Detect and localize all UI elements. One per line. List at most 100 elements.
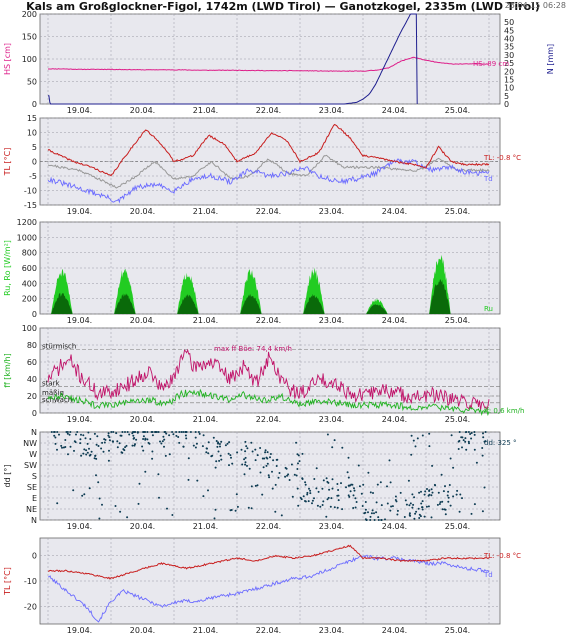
dd-point bbox=[142, 438, 145, 440]
dd-point bbox=[464, 440, 467, 443]
snow-annotation: HS: 89 cm bbox=[473, 60, 509, 68]
dd-point bbox=[473, 431, 476, 433]
rad-date-label: 21.04. bbox=[193, 316, 218, 325]
dd-point bbox=[410, 434, 413, 437]
dd-point bbox=[439, 501, 442, 504]
dd-point bbox=[114, 505, 117, 507]
dd-point bbox=[293, 473, 296, 476]
dd-point bbox=[61, 446, 63, 449]
dd-point bbox=[391, 505, 394, 508]
dd-point bbox=[122, 448, 125, 451]
snow-date-label: 25.04. bbox=[445, 106, 470, 115]
snow-y2-tick: 50 bbox=[504, 18, 514, 27]
dd-point bbox=[423, 515, 426, 518]
temp-y-tick: 0 bbox=[32, 158, 37, 167]
dd-point bbox=[107, 434, 110, 437]
snow-date-label: 24.04. bbox=[382, 106, 407, 115]
dd-point bbox=[83, 448, 86, 451]
dd-point bbox=[244, 440, 247, 443]
dd-point bbox=[347, 494, 350, 497]
dd-point bbox=[353, 487, 355, 490]
series-gust bbox=[47, 348, 490, 411]
dd-point bbox=[455, 493, 458, 496]
rad-y-tick: 0 bbox=[32, 310, 37, 319]
dd-point bbox=[72, 489, 75, 492]
dd-point bbox=[236, 451, 239, 454]
snow-y2-tick: 45 bbox=[504, 26, 514, 35]
dd-point bbox=[361, 505, 364, 507]
dd-point bbox=[115, 432, 118, 435]
snow-y-tick: 100 bbox=[22, 55, 37, 64]
dd-point bbox=[172, 433, 175, 436]
dd-point bbox=[412, 503, 415, 506]
dd-point bbox=[340, 482, 342, 485]
dd-point bbox=[424, 490, 427, 493]
dd-point bbox=[274, 510, 277, 513]
dd-point bbox=[228, 441, 231, 444]
dd-point bbox=[187, 478, 190, 481]
series-hs bbox=[48, 56, 490, 72]
temp2-annotation-tl: TL: -0.8 °C bbox=[483, 552, 521, 560]
dd-point bbox=[69, 445, 72, 448]
dd-point bbox=[217, 441, 220, 444]
dd-point bbox=[244, 456, 247, 459]
dir-y-tick: W bbox=[29, 450, 37, 459]
dd-point bbox=[296, 487, 299, 490]
series-td bbox=[47, 158, 490, 204]
dd-point bbox=[396, 509, 399, 512]
dd-point bbox=[108, 439, 111, 442]
rad-y-tick: 600 bbox=[22, 264, 37, 273]
dd-point bbox=[372, 492, 374, 494]
dd-point bbox=[389, 509, 392, 512]
snow-y-tick: 0 bbox=[32, 100, 37, 109]
dd-point bbox=[241, 463, 244, 466]
dd-point bbox=[102, 450, 105, 453]
rad-date-label: 25.04. bbox=[445, 316, 470, 325]
snow-y2-tick: 20 bbox=[504, 67, 514, 76]
dd-point bbox=[144, 431, 147, 433]
dd-point bbox=[284, 475, 287, 478]
dd-point bbox=[297, 504, 300, 507]
dd-point bbox=[427, 505, 430, 508]
dd-point bbox=[316, 504, 319, 507]
dd-point bbox=[306, 491, 309, 494]
dd-point bbox=[464, 437, 467, 440]
dd-point bbox=[362, 483, 365, 486]
dd-point bbox=[201, 445, 204, 448]
dd-point bbox=[470, 437, 473, 440]
temp2-annotation-td: Td bbox=[483, 571, 493, 579]
dd-point bbox=[459, 493, 462, 496]
dd-point bbox=[131, 444, 134, 447]
dd-point bbox=[458, 439, 461, 442]
dd-point bbox=[136, 431, 139, 433]
dd-point bbox=[277, 476, 280, 479]
dd-point bbox=[154, 431, 157, 433]
dd-point bbox=[333, 439, 336, 442]
dd-point bbox=[259, 447, 262, 449]
wind-annotation-max: max ff Böe: 74,4 km/h bbox=[214, 345, 292, 353]
dd-point bbox=[80, 454, 83, 457]
snow-y-tick: 150 bbox=[22, 33, 37, 42]
dd-point bbox=[390, 505, 393, 508]
dd-point bbox=[441, 500, 444, 503]
temp-y-tick: 10 bbox=[27, 129, 37, 138]
dd-point bbox=[441, 508, 444, 511]
dd-point bbox=[347, 476, 350, 479]
dd-point bbox=[271, 470, 273, 473]
dd-point bbox=[67, 453, 69, 456]
snow-y-tick: 200 bbox=[22, 10, 37, 19]
dd-point bbox=[302, 495, 305, 498]
dd-point bbox=[116, 446, 119, 449]
series-ru-day bbox=[366, 304, 388, 314]
wind-category-label: stark bbox=[42, 380, 61, 388]
dd-point bbox=[141, 445, 144, 448]
temp-date-label: 22.04. bbox=[256, 207, 281, 216]
dd-point bbox=[337, 494, 340, 497]
dd-point bbox=[444, 513, 447, 516]
dd-point bbox=[56, 431, 59, 433]
dd-point bbox=[341, 508, 344, 511]
dd-point bbox=[58, 433, 60, 436]
snow-y2-tick: 0 bbox=[504, 100, 509, 109]
dd-point bbox=[103, 441, 106, 444]
